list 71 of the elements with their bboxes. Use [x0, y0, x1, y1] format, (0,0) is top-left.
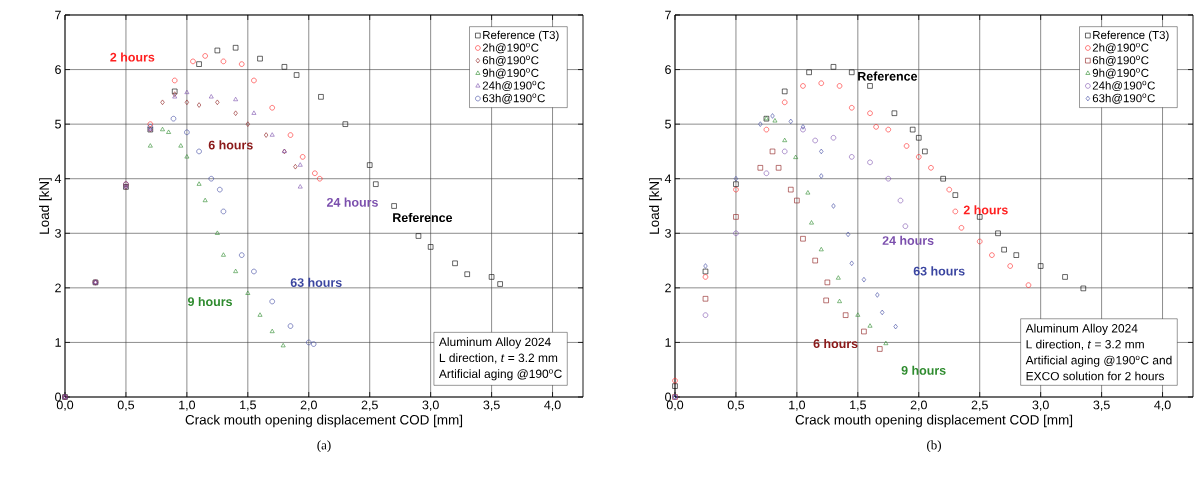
- annotation: Aluminum Alloy 2024: [1025, 323, 1138, 335]
- y-tick-label: 0: [665, 392, 671, 402]
- annotation: Reference: [858, 71, 918, 81]
- annotation: Artificial aging @190$^{o}$C and: [1025, 355, 1172, 367]
- x-axis-title: Crack mouth opening displacement COD [mm]: [185, 414, 463, 428]
- legend-label: 63h@190$^{o}$C: [1092, 93, 1155, 104]
- x-tick-label: 1,0: [789, 400, 806, 411]
- annotation: 2 hours: [963, 205, 1008, 215]
- x-tick-label: 2,5: [361, 400, 378, 411]
- legend-label: 6h@190$^{o}$C: [482, 55, 539, 66]
- annotation: Artificial aging @190$^{o}$C: [438, 369, 562, 381]
- y-axis-title: Load [kN]: [649, 178, 662, 234]
- x-tick-label: 2,0: [300, 400, 317, 411]
- legend-label: 9h@190$^{o}$C: [1092, 68, 1149, 79]
- y-axis-title: Load [kN]: [39, 178, 52, 234]
- annotation: Reference: [393, 212, 453, 223]
- x-tick-label: 0,0: [56, 400, 74, 411]
- y-tick-label: 2: [665, 283, 671, 293]
- annotation: 6 hours: [208, 140, 253, 150]
- annotation: 9 hours: [187, 296, 233, 307]
- y-tick-label: 0: [55, 392, 61, 402]
- annotation: 63 hours: [290, 277, 342, 287]
- legend-label: 2h@190$^{o}$C: [482, 42, 539, 54]
- annotation: 9 hours: [901, 365, 946, 375]
- legend-label: 9h@190$^{o}$C: [482, 68, 539, 79]
- x-tick-label: 4,0: [544, 400, 561, 411]
- legend-label: 63h@190$^{o}$C: [482, 93, 545, 104]
- x-tick-label: 2,0: [910, 400, 927, 411]
- annotation: L direction, t = 3.2 mm: [1026, 339, 1144, 350]
- x-axis-title: Crack mouth opening displacement COD [mm]: [795, 414, 1073, 428]
- x-tick-label: 1,0: [179, 400, 196, 411]
- legend-label: Reference (T3): [483, 30, 559, 42]
- x-tick-label: 3,0: [1032, 400, 1049, 411]
- legend-label: 2h@190$^{o}$C: [1092, 42, 1149, 54]
- y-tick-label: 1: [55, 338, 61, 347]
- legend-label: 6h@190$^{o}$C: [1092, 55, 1149, 66]
- x-tick-label: 4,0: [1154, 400, 1171, 411]
- y-tick-label: 7: [665, 10, 671, 20]
- y-tick-label: 7: [55, 10, 61, 20]
- y-tick-label: 3: [665, 228, 671, 238]
- x-tick-label: 3,5: [483, 400, 500, 411]
- annotation: Aluminum Alloy 2024: [438, 337, 551, 349]
- y-tick-label: 5: [665, 119, 671, 129]
- x-tick-label: 0,5: [727, 400, 745, 411]
- annotation: EXCO solution for 2 hours: [1026, 371, 1165, 381]
- y-tick-label: 6: [55, 65, 61, 74]
- annotation: L direction, t = 3.2 mm: [439, 353, 558, 364]
- annotation: 24 hours: [882, 235, 934, 245]
- x-tick-label: 0,0: [666, 400, 684, 411]
- legend-label: 24h@190$^{o}$C: [1092, 80, 1155, 92]
- y-tick-label: 6: [665, 65, 671, 74]
- y-tick-label: 4: [54, 174, 62, 183]
- y-tick-label: 2: [55, 283, 61, 293]
- y-tick-label: 5: [55, 119, 61, 129]
- x-tick-label: 2,5: [971, 400, 988, 411]
- x-tick-label: 1,5: [850, 400, 866, 411]
- legend-label: Reference (T3): [1093, 30, 1169, 42]
- annotation: 24 hours: [326, 197, 378, 207]
- annotation: 63 hours: [913, 266, 965, 276]
- x-tick-label: 0,5: [117, 400, 135, 411]
- x-tick-label: 3,0: [422, 400, 439, 411]
- y-tick-label: 4: [664, 174, 672, 183]
- x-tick-label: 3,5: [1093, 400, 1110, 411]
- annotation: 6 hours: [813, 338, 858, 349]
- text: (b): [927, 440, 941, 453]
- text: (a): [317, 440, 331, 453]
- legend-label: 24h@190$^{o}$C: [482, 80, 545, 92]
- y-tick-label: 1: [665, 338, 671, 347]
- x-tick-label: 1,5: [240, 400, 256, 411]
- y-tick-label: 3: [55, 228, 61, 238]
- annotation: 2 hours: [110, 52, 155, 62]
